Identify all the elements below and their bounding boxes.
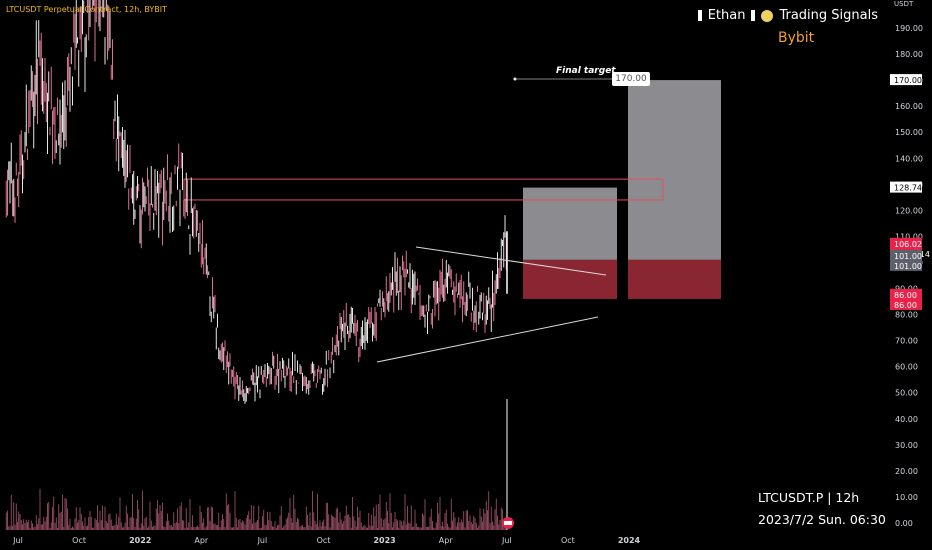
- final-target-value: 170.00: [612, 72, 650, 86]
- price-tag-current-bg: [890, 237, 922, 249]
- x-axis: Jul Oct 2022 Apr Jul Oct 2023 Apr Jul Oct 2024: [12, 536, 640, 545]
- resistance-box: [183, 178, 664, 201]
- symbol-title: LTCUSDT Perpetual Contract, 12h, BYBIT: [6, 5, 168, 14]
- price-tag-entry-repeat-bg: [890, 259, 922, 271]
- target-zone-1: [523, 187, 617, 260]
- datetime-label: 2023/7/2 Sun. 06:30: [758, 512, 886, 527]
- y-tick-label: 10.00: [895, 493, 918, 502]
- y-axis: 0.00 10.00 20.00 30.00 40.00 50.00 60.00 70.00 8…: [895, 24, 923, 528]
- brand-name: Ethan: [707, 8, 746, 23]
- price-tag-stop: 86.00: [894, 291, 917, 300]
- x-tick-label: Oct: [72, 536, 86, 545]
- triangle-upper-line: [415, 246, 607, 276]
- x-tick-label: Oct: [561, 536, 575, 545]
- price-tag-stop-repeat: 86.00: [894, 301, 917, 310]
- stop-zone-1: [523, 259, 617, 299]
- x-tick-label: 2022: [129, 536, 151, 545]
- x-tick-label: Oct: [317, 536, 331, 545]
- price-tag-resistance: 128.74: [894, 184, 922, 193]
- volume-bars: [5, 488, 507, 530]
- y-tick-label: 40.00: [895, 415, 918, 424]
- final-target-label: Final target: [556, 66, 616, 76]
- y-tick-label: 30.00: [895, 441, 918, 450]
- price-tag-entry-repeat: 101.00: [894, 262, 922, 271]
- exchange-label: Bybit: [778, 30, 815, 46]
- price-tag-stop-bg: [890, 288, 922, 300]
- y-tick-label: 120.00: [895, 206, 923, 215]
- y-tick-label: 70.00: [895, 337, 918, 346]
- x-tick-label: Jul: [12, 536, 23, 545]
- y-tick-label: 80.00: [895, 311, 918, 320]
- x-tick-label: 2023: [373, 536, 395, 545]
- brand-bar-icon: [751, 10, 756, 21]
- coin-icon: [761, 9, 774, 22]
- price-tag-final-target-bg: [890, 74, 922, 86]
- y-tick-label: 110.00: [895, 232, 923, 241]
- brand-signals: Trading Signals: [779, 8, 878, 23]
- x-tick-label: Jul: [501, 536, 512, 545]
- y-tick-label: 150.00: [895, 128, 923, 137]
- triangle-lower-line: [376, 316, 599, 363]
- x-tick-label: Apr: [439, 536, 454, 545]
- y-tick-label: 160.00: [895, 102, 923, 111]
- x-tick-label: Apr: [194, 536, 209, 545]
- price-tag-current: 106.02: [894, 240, 922, 249]
- y-tick-label: 0.00: [895, 519, 913, 528]
- y-tick-label: 190.00: [895, 24, 923, 33]
- y-tick-label: 180.00: [895, 50, 923, 59]
- price-tag-resistance-bg: [890, 181, 922, 193]
- ticker-label: LTCUSDT.P | 12h: [758, 490, 860, 505]
- target-zone-2: [628, 80, 721, 260]
- candles: [5, 0, 507, 404]
- stop-zone-2: [628, 259, 721, 299]
- bottom-info: LTCUSDT.P | 12h 2023/7/2 Sun. 06:30: [758, 487, 886, 531]
- price-tag-final-target: 170.00: [894, 76, 922, 85]
- y-tick-label: 140.00: [895, 154, 923, 163]
- y-tick-label: 20.00: [895, 467, 918, 476]
- brand-header: Ethan Trading Signals: [697, 8, 878, 23]
- x-tick-label: Jul: [257, 536, 268, 545]
- y-tick-label: 50.00: [895, 389, 918, 398]
- axis-unit-label: USDT: [894, 0, 914, 8]
- marker-glyph: [504, 521, 512, 525]
- price-tag-entry: 101.00: [894, 252, 922, 261]
- x-tick-label: 2024: [618, 536, 641, 545]
- y-tick-label: 60.00: [895, 363, 918, 372]
- price-tag-stop-repeat-bg: [890, 298, 922, 310]
- brand-bar-icon: [697, 10, 702, 21]
- price-tag-entry-bg: [890, 249, 922, 261]
